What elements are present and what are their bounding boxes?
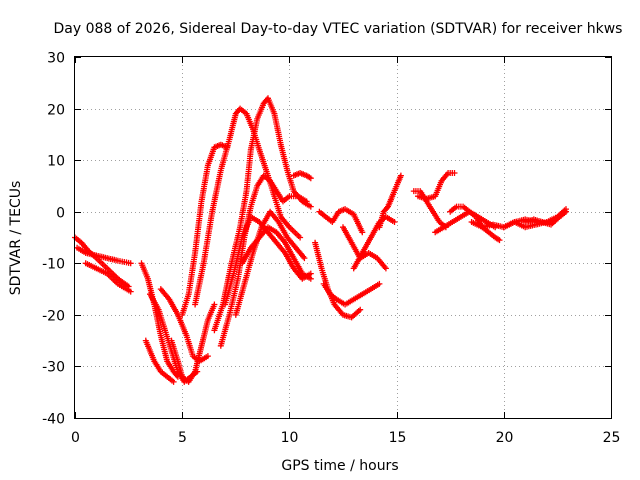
series-arc-06 bbox=[142, 337, 177, 385]
y-tick-label: -10 bbox=[42, 257, 65, 273]
x-axis-label: GPS time / hours bbox=[281, 458, 398, 474]
data-point bbox=[307, 270, 314, 277]
series-arc-09 bbox=[179, 141, 231, 318]
series-arc-20 bbox=[340, 224, 389, 272]
data-point bbox=[376, 280, 383, 287]
series-arc-23 bbox=[410, 188, 449, 231]
data-point bbox=[357, 306, 364, 313]
data-point bbox=[496, 237, 503, 244]
data-points bbox=[72, 95, 569, 385]
data-point bbox=[382, 265, 389, 272]
series-arc-12 bbox=[217, 172, 310, 349]
data-point bbox=[211, 301, 218, 308]
series-arc-10 bbox=[192, 105, 304, 308]
data-point bbox=[127, 260, 134, 267]
series-arc-11 bbox=[211, 95, 314, 334]
data-point bbox=[359, 229, 366, 236]
series-arc-03 bbox=[82, 260, 134, 295]
x-tick-label: 20 bbox=[496, 430, 514, 446]
plot-frame bbox=[74, 56, 612, 419]
series-arc-19 bbox=[320, 280, 383, 308]
series-arc-08 bbox=[168, 301, 218, 385]
y-axis-label: SDTVAR / TECUs bbox=[8, 181, 24, 296]
y-tick-label: -20 bbox=[42, 309, 65, 325]
y-tick-label: 10 bbox=[47, 154, 65, 170]
x-tick-label: 0 bbox=[71, 430, 80, 446]
chart-title: Day 088 of 2026, Sidereal Day-to-day VTE… bbox=[54, 21, 623, 37]
series-arc-16 bbox=[290, 170, 314, 182]
axis-ticks bbox=[75, 57, 612, 419]
data-point bbox=[563, 208, 569, 215]
y-tick-label: -40 bbox=[42, 412, 65, 428]
data-point bbox=[204, 353, 211, 360]
y-tick-label: 30 bbox=[47, 51, 65, 67]
data-point bbox=[451, 170, 458, 176]
y-tick-label: -30 bbox=[42, 360, 65, 376]
series-arc-29 bbox=[522, 208, 569, 228]
series-arc-24 bbox=[415, 170, 458, 202]
y-tick-label: 0 bbox=[56, 206, 65, 222]
series-arc-02 bbox=[74, 244, 134, 267]
data-point bbox=[303, 198, 310, 205]
data-point bbox=[397, 172, 404, 179]
x-tick-label: 25 bbox=[603, 430, 621, 446]
series-arc-01 bbox=[72, 234, 132, 290]
x-tick-label: 15 bbox=[389, 430, 407, 446]
y-tick-label: 20 bbox=[47, 103, 65, 119]
series-arc-22 bbox=[376, 172, 404, 231]
series-arc-14 bbox=[232, 208, 308, 318]
x-tick-label: 10 bbox=[281, 430, 299, 446]
data-point bbox=[301, 255, 308, 262]
series-arc-18 bbox=[316, 206, 366, 236]
data-point bbox=[297, 234, 304, 241]
tick-labels: 0 5 10 15 20 25 30 20 10 0 -10 -20 -30 -40 bbox=[42, 51, 620, 447]
data-point bbox=[307, 203, 314, 210]
series-arc-15 bbox=[239, 224, 314, 282]
data-point bbox=[307, 175, 314, 182]
data-point bbox=[391, 219, 398, 225]
series-arc-17 bbox=[312, 239, 364, 321]
data-point bbox=[127, 288, 134, 295]
data-point bbox=[307, 275, 314, 282]
data-point bbox=[170, 378, 177, 385]
series-arc-04 bbox=[138, 260, 181, 380]
x-tick-label: 5 bbox=[178, 430, 187, 446]
